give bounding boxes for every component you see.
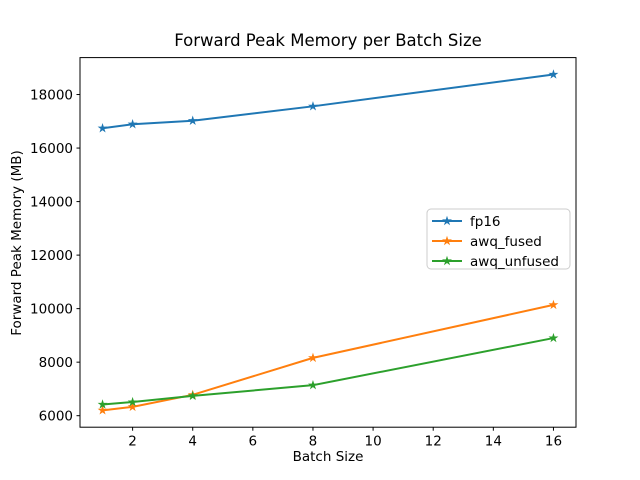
data-point-marker-fp16 xyxy=(308,101,318,111)
data-point-marker-awq_unfused xyxy=(97,399,108,409)
x-tick-label: 2 xyxy=(128,434,137,450)
data-point-marker-awq_fused xyxy=(97,405,108,415)
data-point-marker-fp16 xyxy=(548,69,559,79)
data-point-marker-awq_fused xyxy=(308,352,318,363)
legend-marker-awq_fused xyxy=(442,235,452,246)
data-point-marker-awq_fused xyxy=(548,299,559,310)
data-point-marker-awq_unfused xyxy=(308,379,318,390)
y-tick-label: 6000 xyxy=(39,408,73,424)
legend-entry-awq_unfused: awq_unfused xyxy=(470,254,559,270)
x-tick-label: 8 xyxy=(309,434,318,450)
y-tick-label: 12000 xyxy=(30,248,73,264)
data-point-marker-awq_unfused xyxy=(548,332,559,343)
y-tick-label: 16000 xyxy=(30,141,73,157)
data-point-marker-fp16 xyxy=(127,119,138,129)
legend-marker-awq_unfused xyxy=(442,255,452,266)
y-axis-label: Forward Peak Memory (MB) xyxy=(9,150,25,336)
legend-marker-fp16 xyxy=(442,215,452,226)
chart-title: Forward Peak Memory per Batch Size xyxy=(174,31,482,50)
y-tick-label: 14000 xyxy=(30,194,73,210)
x-tick-label: 6 xyxy=(249,434,258,450)
y-tick-label: 8000 xyxy=(39,355,73,371)
legend-entry-awq_fused: awq_fused xyxy=(470,234,542,250)
data-point-marker-fp16 xyxy=(97,123,108,133)
legend-box xyxy=(426,208,571,270)
y-tick-label: 10000 xyxy=(30,301,73,317)
x-tick-label: 10 xyxy=(364,434,381,450)
legend-entry-fp16: fp16 xyxy=(470,214,501,230)
x-axis-label: Batch Size xyxy=(292,449,364,465)
data-point-marker-awq_unfused xyxy=(127,396,138,407)
x-tick-label: 14 xyxy=(485,434,502,450)
x-tick-label: 16 xyxy=(545,434,562,450)
x-tick-label: 4 xyxy=(188,434,197,450)
data-point-marker-awq_unfused xyxy=(187,390,198,401)
data-point-marker-awq_fused xyxy=(127,401,138,412)
x-tick-label: 12 xyxy=(425,434,442,450)
data-point-marker-fp16 xyxy=(187,115,198,125)
y-tick-label: 18000 xyxy=(30,87,73,103)
